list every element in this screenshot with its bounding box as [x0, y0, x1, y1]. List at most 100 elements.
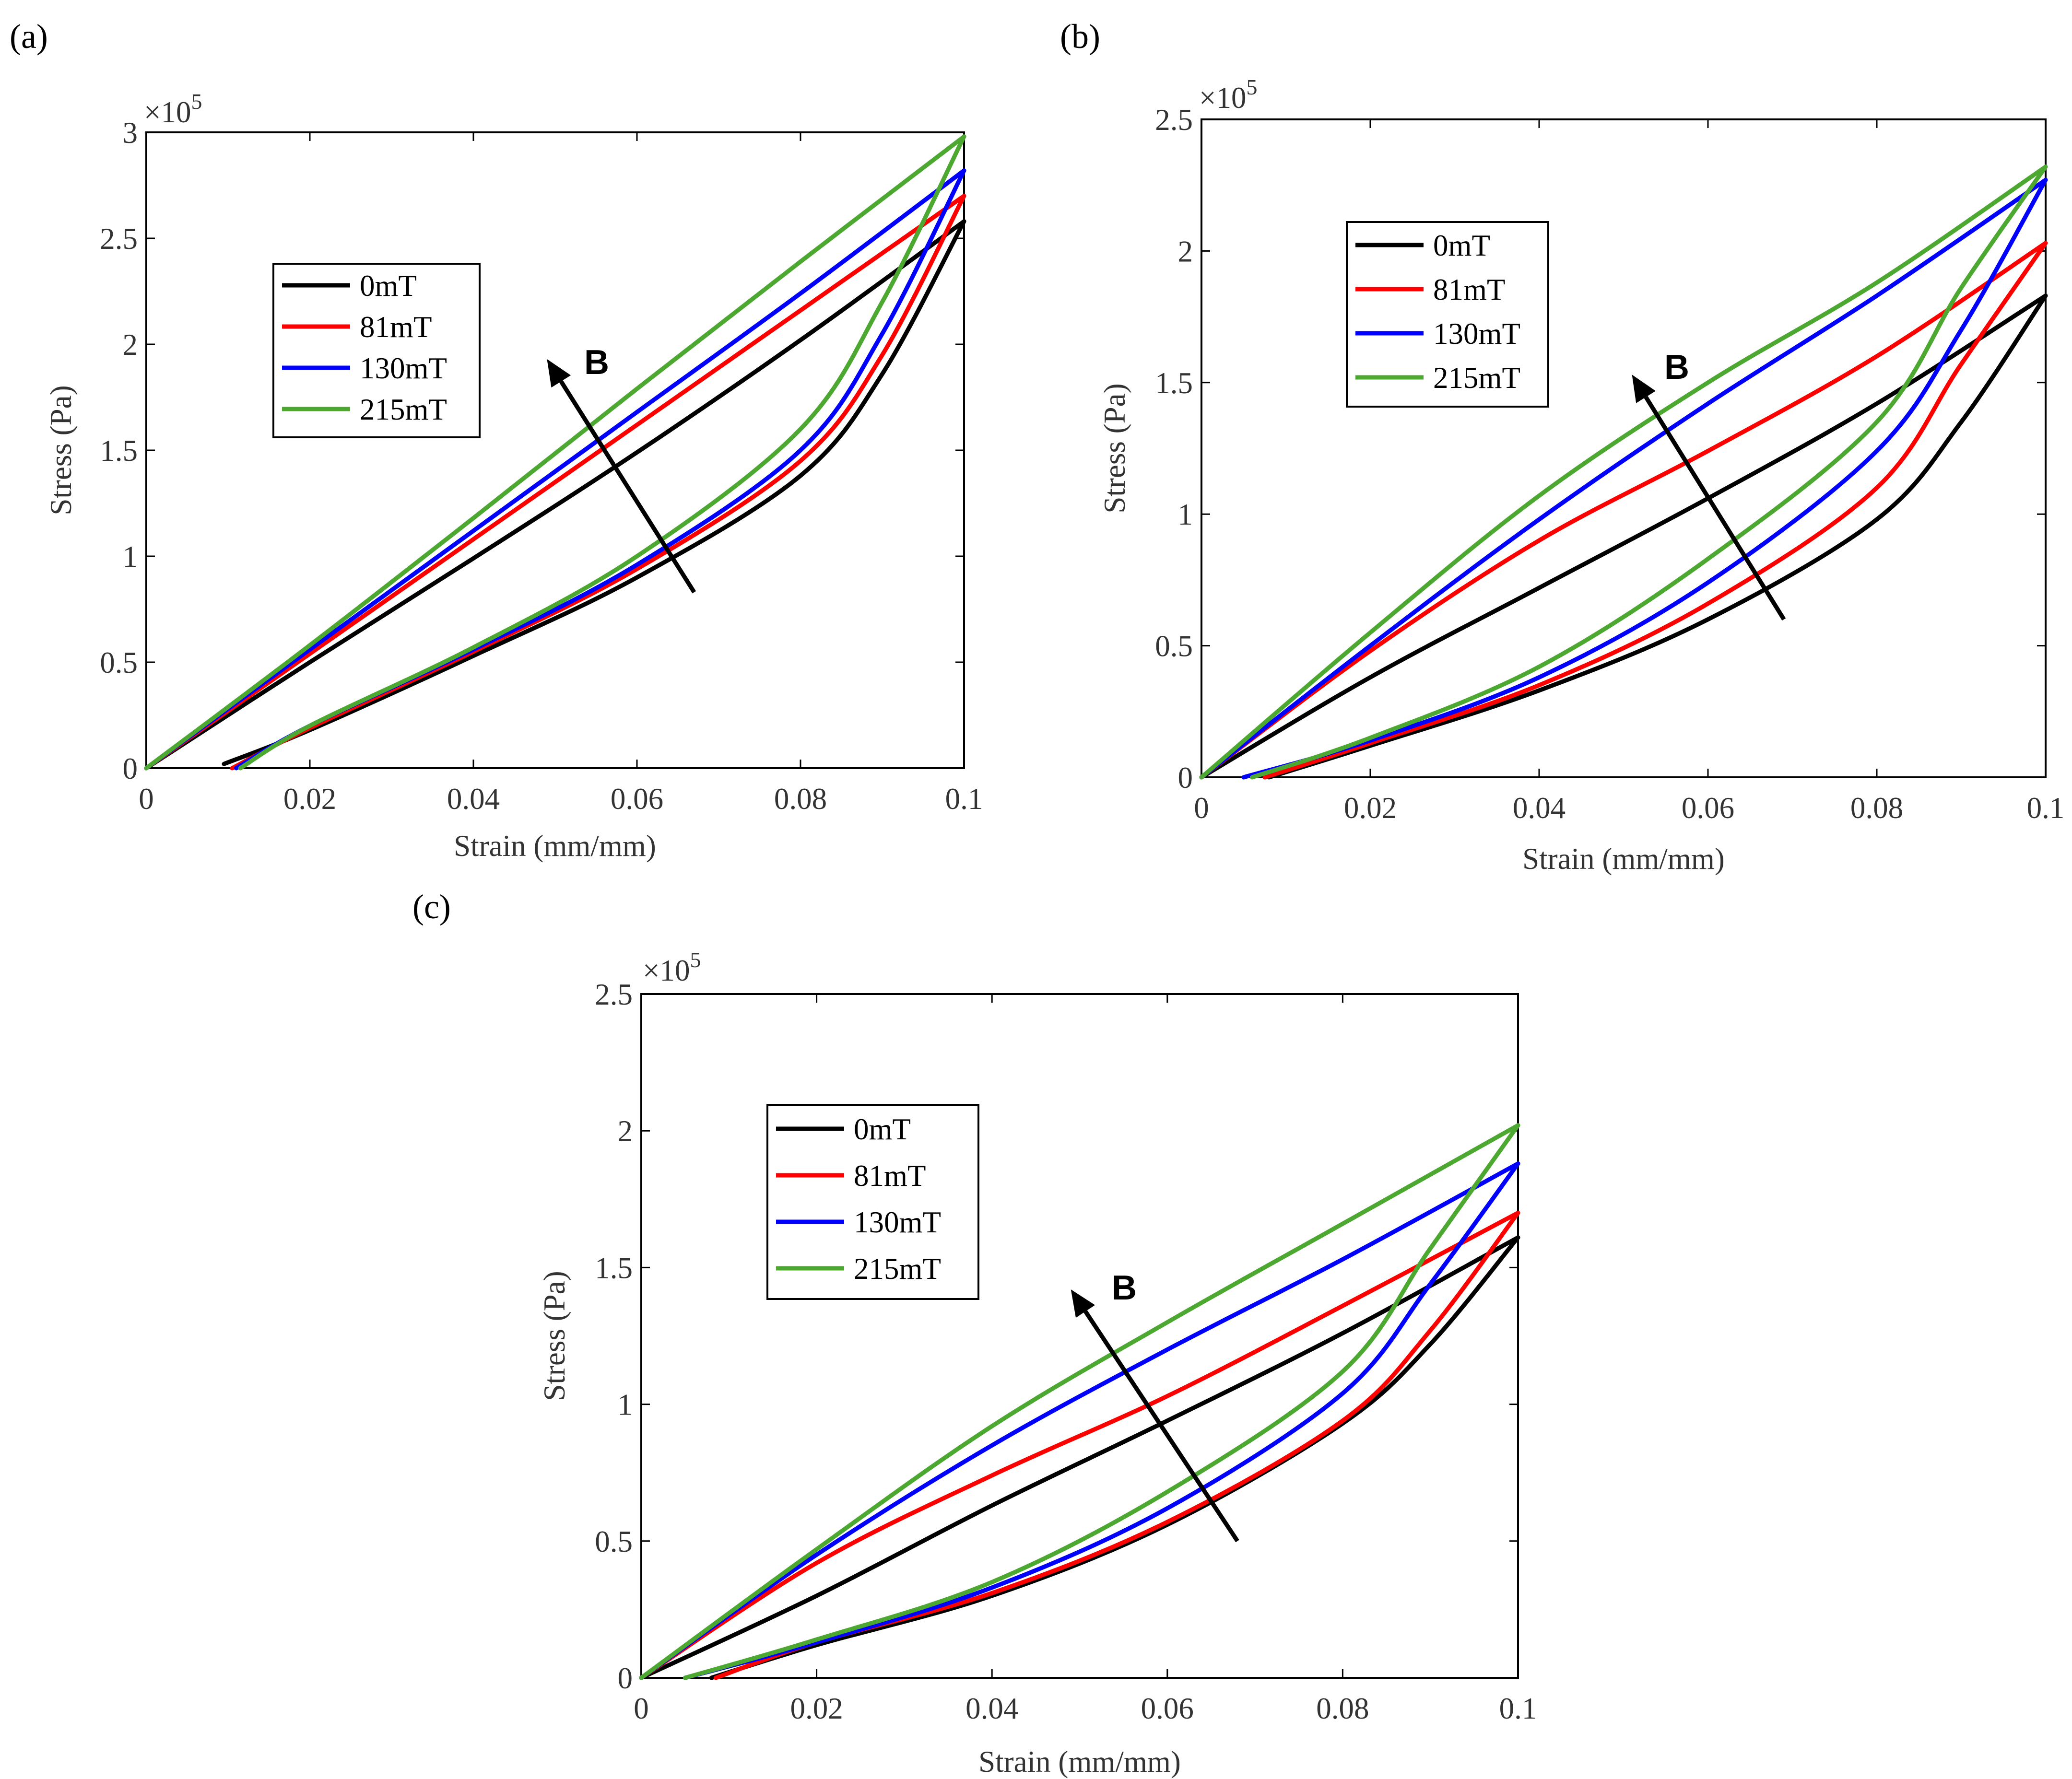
- y-tick-label: 0.5: [595, 1525, 633, 1558]
- y-tick-label: 0.5: [100, 646, 138, 679]
- y-tick-label: 0: [618, 1662, 633, 1695]
- y-axis-title: Stress (Pa): [44, 385, 78, 515]
- legend-label-0mT: 0mT: [360, 269, 417, 303]
- series-line-unloading-0mT: [222, 219, 966, 766]
- y-tick-label: 1: [123, 540, 138, 573]
- x-axis-title: Strain (mm/mm): [978, 1745, 1181, 1779]
- exponent-label: ×105: [1199, 75, 1258, 115]
- x-tick-label: 0.02: [283, 782, 336, 816]
- y-ticks: 0 0.5 1 1.5 2 2.5 3: [100, 116, 964, 785]
- exponent-power: 5: [690, 948, 701, 972]
- plot-frame: [640, 993, 1519, 1679]
- curves: [639, 1123, 1520, 1680]
- arrow-shaft: [559, 380, 696, 594]
- arrow-shaft: [1644, 396, 1786, 621]
- x-tick-label: 0.02: [1344, 791, 1397, 825]
- series-line-loading-81mT: [144, 194, 966, 771]
- x-axis-title: Strain (mm/mm): [1522, 842, 1725, 876]
- series-line-loading-130mT: [639, 1161, 1520, 1680]
- legend-label-81mT: 81mT: [854, 1159, 926, 1193]
- series-line-unloading-130mT: [683, 1161, 1520, 1680]
- series-line-unloading-81mT: [1262, 241, 2048, 780]
- x-ticks: 0 0.02 0.04 0.06 0.08 0.1: [634, 994, 1537, 1725]
- series-line-loading-130mT: [1199, 177, 2048, 780]
- series-line-loading-81mT: [1199, 241, 2048, 780]
- exponent-base: ×10: [643, 954, 690, 987]
- x-tick-label: 0.04: [1513, 791, 1566, 825]
- x-tick-label: 0.1: [2027, 791, 2065, 825]
- x-tick-label: 0.06: [1682, 791, 1734, 825]
- arrow-label: B: [1664, 348, 1689, 386]
- x-tick-label: 0.06: [611, 782, 663, 816]
- panel-label-b: (b): [1060, 17, 1100, 56]
- y-tick-label: 1: [1178, 498, 1193, 531]
- y-tick-label: 1: [618, 1388, 633, 1422]
- arrow-head: [1071, 1289, 1095, 1318]
- y-tick-label: 3: [123, 116, 138, 150]
- legend: 0mT 81mT 130mT 215mT: [1346, 221, 1549, 408]
- series-line-unloading-215mT: [1250, 164, 2048, 780]
- x-tick-label: 0.04: [965, 1692, 1018, 1725]
- y-tick-label: 0: [1178, 761, 1193, 795]
- x-tick-label: 0: [634, 1692, 649, 1725]
- x-tick-label: 0.08: [1316, 1692, 1369, 1725]
- arrow-label: B: [584, 343, 609, 382]
- series-line-unloading-215mT: [238, 134, 966, 771]
- exponent-base: ×10: [1199, 81, 1247, 115]
- series-line-loading-215mT: [144, 134, 966, 771]
- x-tick-label: 0.1: [945, 782, 983, 816]
- legend-label-215mT: 215mT: [360, 393, 447, 426]
- field-arrow: [1632, 375, 1786, 621]
- panel-label-a: (a): [10, 17, 48, 56]
- arrow-head: [547, 359, 571, 388]
- x-tick-label: 0.08: [1850, 791, 1903, 825]
- legend-label-0mT: 0mT: [1433, 229, 1490, 262]
- panel-c: (c) ×105 00.511.522.5 0 0.02 0.04 0.06 0.08 0…: [412, 888, 1537, 1779]
- legend-label-215mT: 215mT: [1433, 361, 1520, 395]
- y-tick-label: 2.5: [1155, 103, 1193, 137]
- arrow-head: [1632, 375, 1656, 403]
- exponent-label: ×105: [643, 948, 701, 987]
- series-line-unloading-0mT: [709, 1235, 1520, 1680]
- legend: 0mT 81mT 130mT 215mT: [272, 263, 481, 438]
- arrow-shaft: [1083, 1310, 1239, 1543]
- y-tick-label: 2: [123, 328, 138, 362]
- y-tick-label: 2.5: [595, 978, 633, 1011]
- x-tick-label: 0.08: [774, 782, 827, 816]
- y-ticks: 0 0.5 1 1.5 2 2.5: [595, 978, 1518, 1695]
- y-tick-label: 2: [1178, 234, 1193, 268]
- series-line-unloading-215mT: [683, 1123, 1520, 1680]
- legend-label-0mT: 0mT: [854, 1112, 911, 1146]
- exponent-power: 5: [1247, 75, 1258, 99]
- field-arrow: [547, 359, 696, 594]
- legend: 0mT 81mT 130mT 215mT: [766, 1104, 979, 1300]
- y-ticks: 0 0.5 1 1.5 2 2.5: [1155, 103, 2046, 795]
- plot-frame: [1201, 118, 2047, 778]
- field-arrow: [1071, 1289, 1239, 1543]
- series-line-loading-81mT: [639, 1210, 1520, 1680]
- series-line-unloading-130mT: [1241, 177, 2048, 780]
- x-ticks: 0 0.02 0.04 0.06 0.08 0.1: [1194, 119, 2064, 825]
- panel-b: (b) ×105 00.511.522.5 0 0.02 0.04 0.06 0.08 0…: [1060, 17, 2064, 876]
- legend-label-130mT: 130mT: [1433, 317, 1520, 351]
- legend-label-81mT: 81mT: [1433, 273, 1506, 306]
- y-tick-label: 1.5: [100, 434, 138, 468]
- x-ticks: 0 0.02 0.04 0.06 0.08 0.1: [139, 132, 983, 816]
- y-tick-label: 1.5: [1155, 366, 1193, 400]
- x-tick-label: 0: [1194, 791, 1209, 825]
- legend-label-130mT: 130mT: [360, 351, 447, 385]
- y-axis-title: Stress (Pa): [1098, 383, 1131, 513]
- x-axis-title: Strain (mm/mm): [454, 829, 656, 863]
- x-tick-label: 0.06: [1141, 1692, 1194, 1725]
- y-tick-label: 0.5: [1155, 630, 1193, 663]
- exponent-label: ×105: [144, 89, 202, 129]
- x-tick-label: 0.04: [447, 782, 500, 816]
- series-line-unloading-0mT: [1267, 293, 2048, 780]
- panel-label-c: (c): [412, 888, 451, 926]
- y-tick-label: 2: [618, 1114, 633, 1148]
- y-axis-title: Stress (Pa): [538, 1271, 571, 1401]
- exponent-base: ×10: [144, 95, 191, 129]
- series-line-loading-0mT: [639, 1235, 1520, 1680]
- series-line-loading-215mT: [639, 1123, 1520, 1680]
- y-tick-label: 0: [123, 752, 138, 785]
